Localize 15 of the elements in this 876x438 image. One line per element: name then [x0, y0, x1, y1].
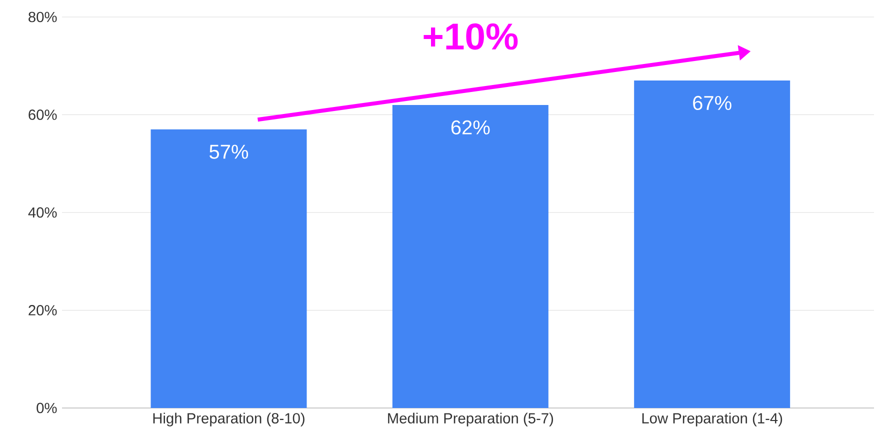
data-label: 62%: [451, 120, 490, 134]
bar: [634, 80, 790, 408]
y-tick-label: 20%: [28, 305, 57, 316]
bar: [392, 104, 548, 408]
data-label: 67%: [693, 96, 732, 110]
y-tick-label: 80%: [28, 12, 57, 22]
x-tick-label: High Preparation (8-10): [153, 412, 304, 426]
x-tick-label: Low Preparation (1-4): [642, 412, 782, 426]
annotation: +10%: [424, 23, 518, 50]
y-tick-label: 40%: [28, 207, 57, 218]
y-tick-label: 60%: [28, 110, 57, 120]
bar: [150, 129, 307, 408]
y-tick-label: 0%: [36, 402, 57, 414]
data-label: 57%: [210, 144, 248, 159]
x-tick-label: Medium Preparation (5-7): [388, 412, 554, 426]
